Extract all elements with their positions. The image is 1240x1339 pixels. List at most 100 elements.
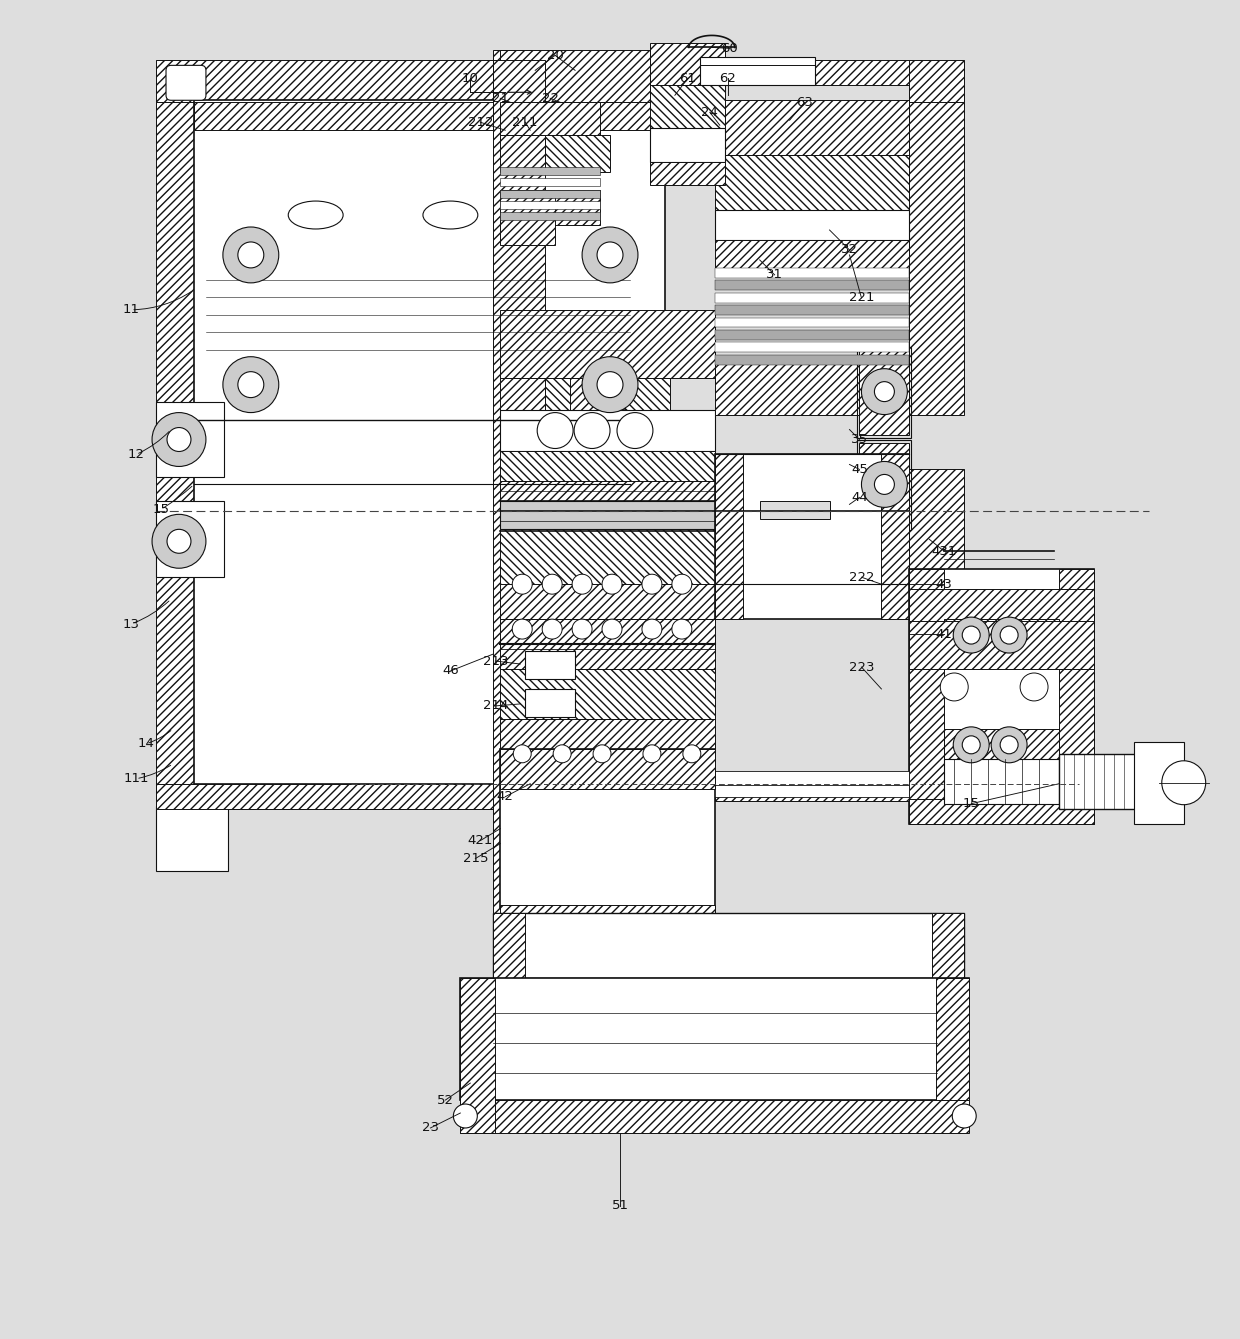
Bar <box>500 482 714 501</box>
Circle shape <box>683 744 701 763</box>
Bar <box>500 201 600 209</box>
Bar <box>156 402 224 478</box>
Bar <box>859 442 909 528</box>
Circle shape <box>582 228 637 283</box>
Bar <box>945 728 1059 761</box>
Bar <box>494 1098 965 1127</box>
Bar <box>714 343 909 352</box>
Bar <box>156 809 193 866</box>
Circle shape <box>642 619 662 639</box>
Text: 35: 35 <box>851 432 868 446</box>
Bar <box>858 347 911 438</box>
Circle shape <box>553 744 572 763</box>
Circle shape <box>542 619 562 639</box>
Circle shape <box>874 382 894 402</box>
Bar <box>500 719 714 749</box>
Bar <box>500 51 650 102</box>
Bar <box>714 240 909 274</box>
Circle shape <box>962 627 980 644</box>
Text: 51: 51 <box>611 1200 629 1212</box>
Text: 15: 15 <box>962 797 980 810</box>
Text: 43: 43 <box>936 577 952 590</box>
Circle shape <box>153 514 206 568</box>
Bar <box>936 979 970 1101</box>
Bar <box>460 979 495 1133</box>
Bar <box>714 779 909 801</box>
Circle shape <box>167 427 191 451</box>
Circle shape <box>238 372 264 398</box>
Circle shape <box>618 412 653 449</box>
Text: 213: 213 <box>482 655 508 668</box>
Bar <box>714 454 909 619</box>
Bar <box>909 60 965 102</box>
Bar <box>714 268 909 279</box>
Bar <box>526 690 575 716</box>
Circle shape <box>513 744 531 763</box>
Bar <box>932 913 965 979</box>
Text: 21: 21 <box>492 92 508 104</box>
Bar <box>500 309 714 378</box>
Bar <box>156 102 193 783</box>
Text: 42: 42 <box>497 790 513 803</box>
Circle shape <box>862 368 908 415</box>
Bar <box>760 501 830 520</box>
Bar <box>909 569 945 823</box>
Text: 215: 215 <box>463 852 489 865</box>
Bar <box>500 584 714 619</box>
Circle shape <box>954 617 990 653</box>
Circle shape <box>991 617 1027 653</box>
Circle shape <box>954 727 990 763</box>
Bar <box>945 759 1059 803</box>
Bar <box>714 155 909 210</box>
Text: 111: 111 <box>123 773 149 785</box>
Circle shape <box>1001 627 1018 644</box>
Bar <box>500 905 714 913</box>
Circle shape <box>644 744 661 763</box>
Text: 11: 11 <box>123 304 140 316</box>
Bar <box>494 98 536 141</box>
Bar <box>882 454 909 619</box>
Bar <box>500 783 909 797</box>
Circle shape <box>596 242 622 268</box>
Bar <box>156 783 665 809</box>
Circle shape <box>153 412 206 466</box>
Text: 24: 24 <box>702 106 718 119</box>
Bar <box>714 317 909 328</box>
Bar <box>714 100 909 155</box>
Circle shape <box>223 228 279 283</box>
Circle shape <box>537 412 573 449</box>
Bar <box>546 378 670 410</box>
Text: 20: 20 <box>547 50 564 62</box>
Circle shape <box>642 574 662 595</box>
Bar <box>460 1101 970 1133</box>
Circle shape <box>574 412 610 449</box>
Text: 222: 222 <box>848 570 874 584</box>
Text: 52: 52 <box>436 1094 454 1106</box>
Bar <box>570 378 625 410</box>
Bar <box>500 60 934 86</box>
Bar <box>714 210 909 240</box>
Text: 212: 212 <box>467 115 494 129</box>
Text: 431: 431 <box>931 545 957 558</box>
Text: 23: 23 <box>422 1122 439 1134</box>
Bar <box>494 913 526 979</box>
Ellipse shape <box>288 201 343 229</box>
Bar <box>650 43 724 86</box>
Bar <box>714 280 909 291</box>
Bar <box>945 619 1059 651</box>
Bar <box>193 100 665 783</box>
Text: 63: 63 <box>796 96 813 108</box>
Bar <box>156 60 665 102</box>
Bar <box>156 501 224 577</box>
Bar <box>500 619 714 670</box>
Bar <box>650 129 724 162</box>
Text: 62: 62 <box>719 72 737 84</box>
Circle shape <box>238 242 264 268</box>
Text: 61: 61 <box>680 72 697 84</box>
Bar <box>909 589 1094 624</box>
Bar <box>526 651 575 679</box>
Circle shape <box>991 727 1027 763</box>
Text: 13: 13 <box>123 617 140 631</box>
Bar <box>500 749 714 908</box>
Text: 223: 223 <box>848 660 874 674</box>
